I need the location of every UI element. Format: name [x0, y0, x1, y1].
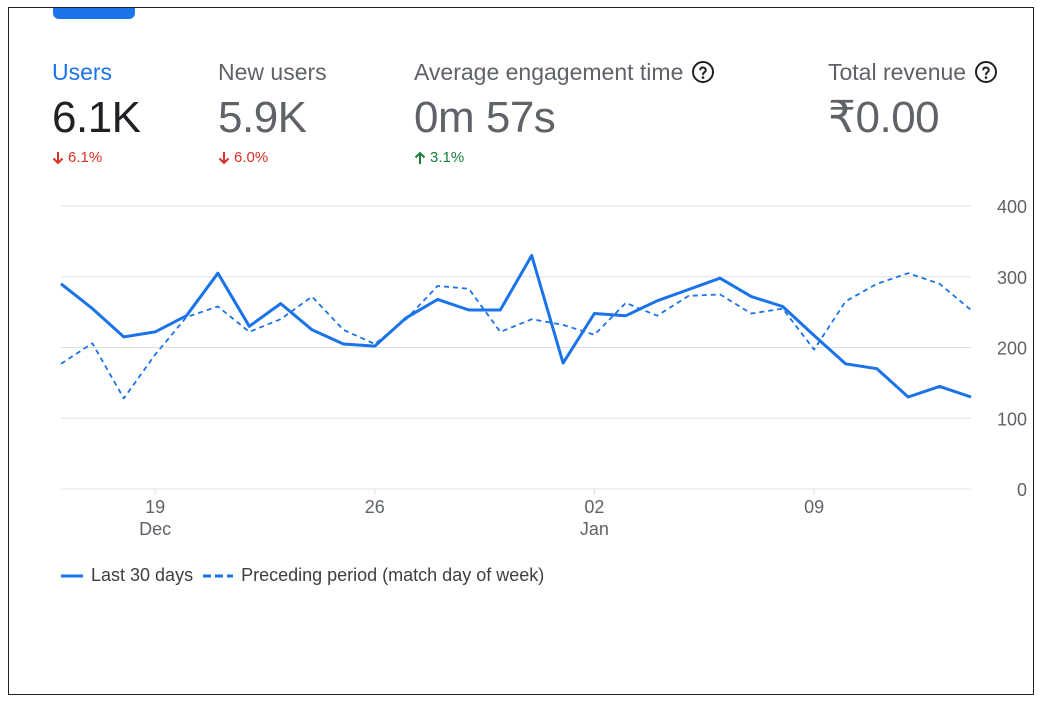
x-tick-label-month: Jan	[580, 519, 609, 539]
metric-label-row: Average engagement time	[414, 58, 715, 86]
dashed-line-swatch-icon	[203, 574, 234, 577]
metric-value: ₹0.00	[828, 93, 940, 142]
metric-change: 6.0%	[218, 148, 327, 168]
metric-value: 5.9K	[218, 93, 307, 142]
legend-label: Last 30 days	[91, 565, 194, 585]
y-tick-label: 100	[997, 409, 1027, 429]
legend-item-preceding-period[interactable]: Preceding period (match day of week)	[203, 565, 544, 586]
metric-label: Total revenue	[828, 59, 967, 85]
metric-label: Average engagement time	[414, 59, 684, 85]
solid-line-swatch-icon	[61, 574, 83, 577]
selected-tab-indicator	[53, 8, 135, 19]
arrow-up-icon	[414, 151, 426, 164]
metric-change-text: 3.1%	[430, 149, 465, 166]
metric-change-text: 6.1%	[68, 149, 103, 166]
x-tick-label-day: 09	[804, 497, 824, 517]
series-line-last-30-days	[60, 254, 972, 399]
help-circle-icon[interactable]	[691, 60, 715, 84]
metric-value: 6.1K	[52, 93, 141, 142]
metric-tab-avg-engagement[interactable]: Average engagement time 0m 57s 3.1%	[414, 58, 715, 168]
metric-tab-new-users[interactable]: New users 5.9K 6.0%	[218, 58, 327, 168]
chart-legend: Last 30 days Preceding period (match day…	[61, 565, 544, 586]
metric-value: 0m 57s	[414, 93, 556, 142]
y-tick-label: 200	[997, 339, 1027, 359]
arrow-down-icon	[218, 152, 230, 165]
metric-tab-users[interactable]: Users 6.1K 6.1%	[52, 58, 141, 168]
series-line-preceding-period	[60, 272, 972, 400]
x-tick-label-day: 26	[365, 497, 385, 517]
x-tick-label-day: 19	[145, 497, 165, 517]
y-tick-label: 300	[997, 268, 1027, 288]
analytics-card: Users 6.1K 6.1% New users 5.9K 6.0% Aver…	[8, 7, 1034, 695]
metric-change: 6.1%	[52, 148, 141, 168]
y-tick-label: 400	[997, 197, 1027, 217]
help-circle-icon[interactable]	[974, 60, 998, 84]
x-tick-label-month: Dec	[139, 519, 171, 539]
y-tick-label: 0	[1017, 480, 1027, 500]
metric-tab-total-revenue[interactable]: Total revenue ₹0.00	[828, 58, 998, 144]
metric-change-text: 6.0%	[234, 149, 269, 166]
metric-label-row: Total revenue	[828, 58, 998, 86]
arrow-down-icon	[52, 152, 64, 165]
legend-item-last-30-days[interactable]: Last 30 days	[61, 565, 193, 586]
legend-label: Preceding period (match day of week)	[241, 565, 545, 585]
metric-label: Users	[52, 59, 113, 85]
metric-label: New users	[218, 59, 327, 85]
x-tick-label-day: 02	[584, 497, 604, 517]
metric-change: 3.1%	[414, 148, 715, 168]
